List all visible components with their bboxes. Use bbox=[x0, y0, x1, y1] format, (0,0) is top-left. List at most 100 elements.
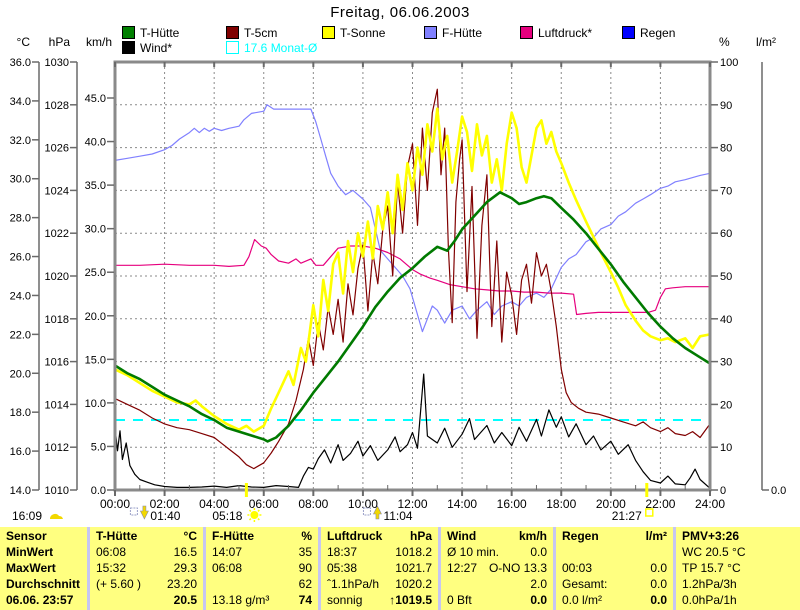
table-row: 06.06. 23:57 bbox=[0, 592, 87, 608]
table-cell: 90 bbox=[298, 561, 312, 575]
table-cell: 0.0hPa/1h bbox=[682, 593, 737, 607]
axis-unit-hpa: hPa bbox=[48, 35, 70, 49]
table-separator bbox=[553, 527, 556, 610]
table-separator bbox=[87, 527, 90, 610]
table-cell: 14:07 bbox=[212, 545, 243, 559]
tick-label-celsius: 28.0 bbox=[10, 213, 31, 225]
moon-down-square-icon bbox=[129, 507, 138, 516]
table-cell: 0.0 bbox=[650, 561, 667, 575]
legend-swatch-icon bbox=[322, 26, 335, 39]
table-cell: 15:32 bbox=[96, 561, 127, 575]
tick-label-hpa: 1026 bbox=[45, 143, 69, 155]
table-row: 0.0 l/m² 0.0 bbox=[556, 592, 673, 608]
table-cell: Luftdruck bbox=[327, 529, 383, 543]
table-row: Regen l/m² bbox=[556, 528, 673, 544]
series-t-sonne bbox=[114, 107, 711, 433]
legend-item: Luftdruck* bbox=[520, 25, 593, 40]
axis-unit-percent: % bbox=[719, 35, 730, 49]
table-cell: 23.20 bbox=[166, 577, 197, 591]
tick-label-kmh: 25.0 bbox=[85, 267, 106, 279]
tick-label-celsius: 36.0 bbox=[10, 57, 31, 69]
table-row: F-Hütte% bbox=[206, 528, 318, 544]
table-separator bbox=[318, 527, 321, 610]
table-row: Luftdruck hPa bbox=[321, 528, 438, 544]
tick-label-time: 08:00 bbox=[298, 497, 328, 511]
legend-label: Luftdruck* bbox=[538, 25, 593, 40]
table-row: Sensor bbox=[0, 528, 87, 544]
legend-swatch-icon bbox=[122, 26, 135, 39]
series-f-h-tte bbox=[114, 104, 711, 333]
tick-label-kmh: 5.0 bbox=[91, 441, 106, 453]
table-cell: 1020.2 bbox=[395, 577, 432, 591]
tick-label-hpa: 1028 bbox=[45, 100, 69, 112]
table-cell: 13.18 g/m³ bbox=[212, 593, 270, 607]
table-cell: 0.0 bbox=[650, 577, 667, 591]
legend-item: Wind* bbox=[122, 41, 172, 55]
table-cell: 06.06. 23:57 bbox=[6, 593, 74, 607]
table-row: Durchschnitt bbox=[0, 576, 87, 592]
table-row: 05:38 1021.7 bbox=[321, 560, 438, 576]
tick-label-kmh: 0.0 bbox=[91, 485, 106, 497]
tick-label-hpa: 1018 bbox=[45, 314, 69, 326]
tick-label-hpa: 1010 bbox=[45, 485, 69, 497]
summary-table: Sensor MinWert MaxWert Durchschnitt 06.06. 2… bbox=[0, 527, 800, 610]
tick-label-time: 06:00 bbox=[249, 497, 279, 511]
table-row: Wind km/h bbox=[441, 528, 553, 544]
table-row: 0.0hPa/1h bbox=[676, 592, 800, 608]
tick-label-time: 20:00 bbox=[596, 497, 626, 511]
table-row: 12:27 O-NO 13.3 bbox=[441, 560, 553, 576]
table-cell: 0.0 bbox=[530, 593, 547, 607]
moon-up-square-icon bbox=[362, 507, 371, 516]
table-cell: Wind bbox=[447, 529, 477, 543]
tick-label-celsius: 18.0 bbox=[10, 407, 31, 419]
table-cell: 0.0 l/m² bbox=[562, 593, 603, 607]
table-cell: °C bbox=[183, 529, 197, 543]
legend-item: T-Sonne bbox=[322, 26, 385, 40]
table-cell: hPa bbox=[409, 529, 432, 543]
tick-label-kmh: 40.0 bbox=[85, 137, 106, 149]
sunset-time: 21:27 bbox=[612, 509, 642, 523]
table-cell: 0.0 bbox=[530, 545, 547, 559]
series-luftdruck- bbox=[115, 239, 710, 316]
tick-label-hpa: 1014 bbox=[45, 399, 69, 411]
table-column-regen: Regen l/m² 00:03 0.0 Gesamt: 0.0 0.0 l/m² 0.0 bbox=[556, 527, 673, 610]
table-cell: (+ 5.60 ) bbox=[96, 577, 142, 591]
tick-label-celsius: 16.0 bbox=[10, 446, 31, 458]
table-column-t-h-tte: T-Hütte °C 06:08 16.5 15:32 29.3 (+ 5.60 ) 23.2… bbox=[90, 527, 203, 610]
table-cell: 1021.7 bbox=[395, 561, 432, 575]
tick-label-percent: 80 bbox=[720, 143, 732, 155]
legend-item: F-Hütte bbox=[424, 26, 482, 40]
table-separator bbox=[203, 527, 206, 610]
series-t-5cm bbox=[114, 88, 711, 470]
legend-item: Regen bbox=[622, 26, 675, 40]
table-cell: T-Hütte bbox=[96, 529, 138, 543]
tick-label-kmh: 30.0 bbox=[85, 224, 106, 236]
tick-label-time: 16:00 bbox=[497, 497, 527, 511]
table-cell: Regen bbox=[562, 529, 599, 543]
table-row: 18:37 1018.2 bbox=[321, 544, 438, 560]
tick-label-time: 24:00 bbox=[695, 497, 725, 511]
sunset-axis-marker-icon bbox=[645, 483, 649, 497]
tick-label-hpa: 1012 bbox=[45, 442, 69, 454]
table-row: MaxWert bbox=[0, 560, 87, 576]
table-column-pmv-3-26: PMV+3:26 WC 20.5 °C TP 15.7 °C 1.2hPa/3h 0.0… bbox=[676, 527, 800, 610]
tick-label-hpa: 1030 bbox=[45, 57, 69, 69]
table-cell: PMV+3:26 bbox=[682, 529, 740, 543]
table-cell: 16.5 bbox=[173, 545, 197, 559]
tick-label-celsius: 22.0 bbox=[10, 329, 31, 341]
legend-item: T-Hütte bbox=[122, 26, 179, 40]
tick-label-percent: 100 bbox=[720, 57, 738, 69]
moon-up-time: 11:04 bbox=[383, 509, 412, 523]
table-cell: Gesamt: bbox=[562, 577, 608, 591]
moon-down-arrow-icon bbox=[139, 505, 149, 520]
tick-label-lm2: 0.0 bbox=[771, 485, 786, 497]
tick-label-kmh: 15.0 bbox=[85, 354, 106, 366]
axis-unit-kmh: km/h bbox=[85, 35, 112, 49]
table-cell: 29.3 bbox=[173, 561, 197, 575]
moon-up-arrow-icon bbox=[372, 505, 382, 520]
table-row bbox=[556, 544, 673, 560]
table-column-luftdruck: Luftdruck hPa 18:37 1018.2 05:38 1021.7 ˆ1.1hP… bbox=[321, 527, 438, 610]
table-row: 20.5 bbox=[90, 592, 203, 608]
sunrise-axis-marker-icon bbox=[244, 483, 248, 497]
table-row: ˆ1.1hPa/h 1020.2 bbox=[321, 576, 438, 592]
